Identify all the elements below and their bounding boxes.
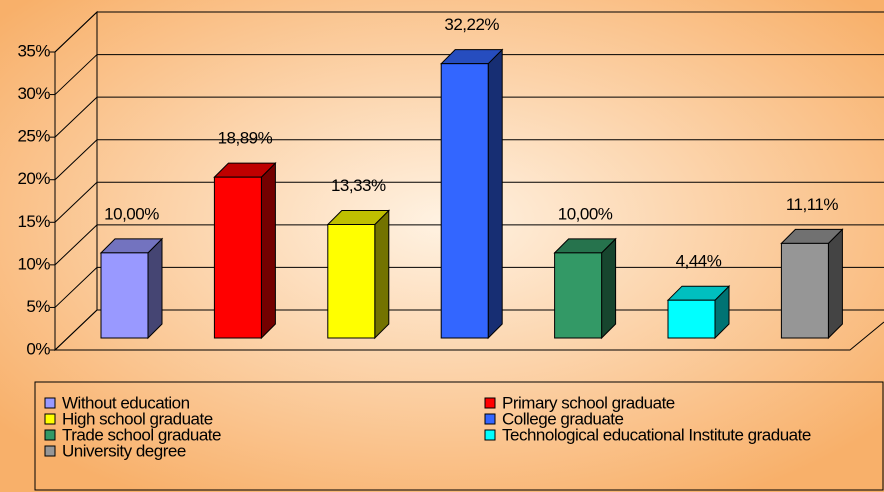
bar — [213, 176, 262, 339]
bar — [554, 252, 603, 339]
value-label: 13,33% — [331, 176, 386, 195]
legend-swatch — [44, 429, 56, 441]
legend-swatch — [484, 397, 496, 409]
value-label: 4,44% — [676, 252, 722, 271]
value-label: 11,11% — [786, 195, 839, 214]
y-tick-label: 20% — [17, 169, 50, 188]
bar-side — [147, 237, 163, 340]
y-tick-label: 35% — [17, 41, 50, 60]
y-tick-label: 30% — [17, 84, 50, 103]
bar-side — [374, 209, 390, 340]
value-label: 32,22% — [444, 15, 499, 34]
grid-line — [54, 224, 884, 266]
legend-swatch — [44, 413, 56, 425]
bar — [780, 242, 829, 339]
legend-swatch — [484, 429, 496, 441]
grid-line — [54, 96, 884, 138]
bar-side — [487, 48, 503, 340]
legend-swatch — [44, 445, 56, 457]
legend-label: Technological educational Institute grad… — [502, 425, 811, 444]
legend-label: High school graduate — [62, 409, 213, 428]
legend-label: University degree — [62, 441, 186, 460]
y-tick-label: 15% — [17, 212, 50, 231]
grid-line — [54, 54, 884, 95]
bar — [667, 299, 716, 339]
legend-box — [34, 381, 884, 491]
legend-label: Trade school graduate — [62, 425, 221, 444]
bar-side — [601, 237, 617, 340]
grid-line — [54, 139, 884, 181]
bar-side — [260, 161, 276, 340]
value-label: 18,89% — [218, 129, 273, 148]
value-label: 10,00% — [104, 204, 159, 223]
grid-line — [54, 181, 884, 223]
bar-side — [827, 228, 843, 340]
y-tick-label: 5% — [26, 297, 50, 316]
legend-label: Without education — [62, 393, 190, 412]
legend-swatch — [44, 397, 56, 409]
value-label: 10,00% — [558, 204, 613, 223]
bar — [100, 252, 149, 339]
bar — [327, 224, 376, 339]
y-tick-label: 10% — [17, 254, 50, 273]
y-tick-label: 25% — [17, 127, 50, 146]
floor-edge — [55, 321, 884, 351]
grid-line — [54, 266, 884, 308]
legend-swatch — [484, 413, 496, 425]
legend-label: Primary school graduate — [502, 393, 675, 412]
grid-line — [54, 309, 884, 351]
grid-line — [54, 11, 884, 53]
legend-label: College graduate — [502, 409, 624, 428]
y-tick-label: 0% — [26, 339, 50, 358]
bar — [440, 63, 489, 339]
